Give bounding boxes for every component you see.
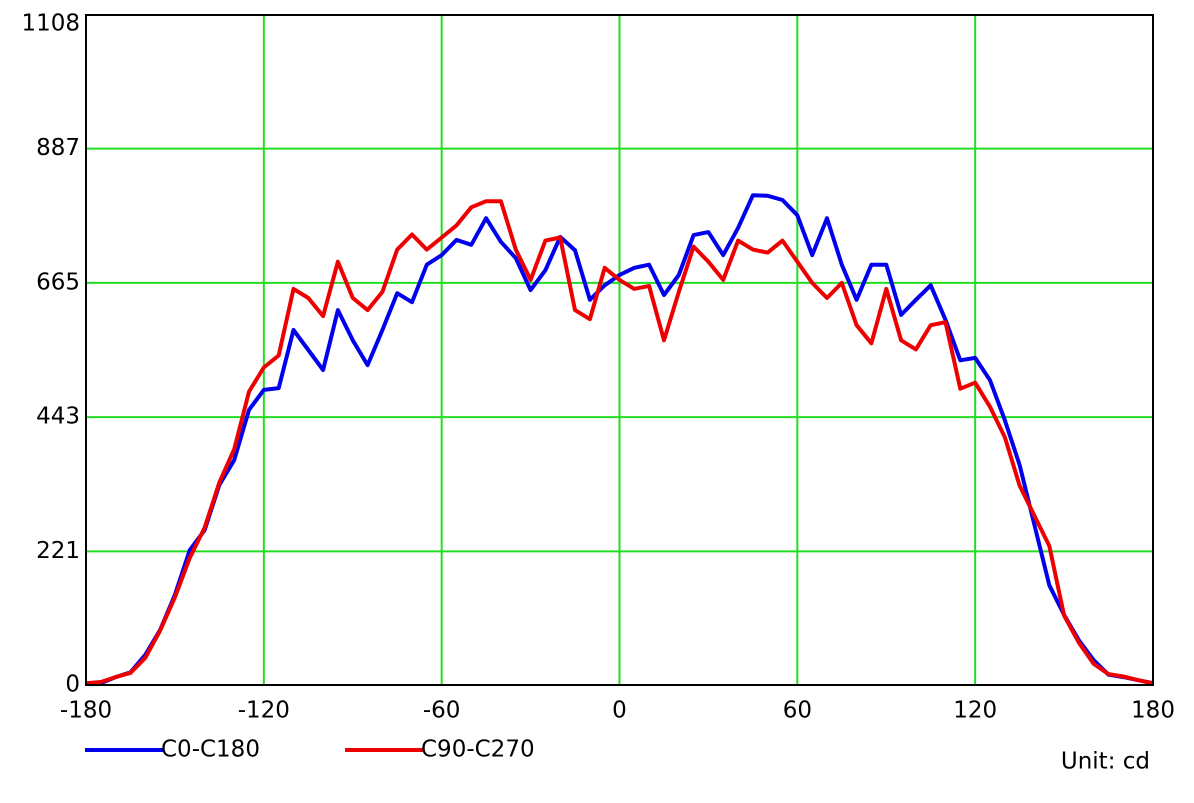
y-tick-label: 1108 [21, 11, 80, 37]
legend-label: C0-C180 [161, 737, 260, 763]
x-tick-label: 0 [612, 698, 627, 724]
legend-label: C90-C270 [421, 737, 535, 763]
y-tick-label: 221 [36, 538, 80, 564]
series-line [85, 199, 1154, 686]
x-tick-label: 120 [953, 698, 997, 724]
y-tick-label: 0 [65, 672, 80, 698]
unit-annotation: Unit: cd [1061, 749, 1150, 775]
x-tick-label: 60 [783, 698, 812, 724]
series-line [86, 193, 1154, 686]
x-tick-label: -120 [238, 698, 290, 724]
y-tick-label: 443 [36, 404, 80, 430]
y-tick-label: 887 [36, 135, 80, 161]
y-tick-label: 665 [36, 269, 80, 295]
x-tick-label: 180 [1131, 698, 1175, 724]
plot-border [85, 14, 1154, 686]
x-tick-label: -180 [60, 698, 112, 724]
x-tick-label: -60 [423, 698, 461, 724]
